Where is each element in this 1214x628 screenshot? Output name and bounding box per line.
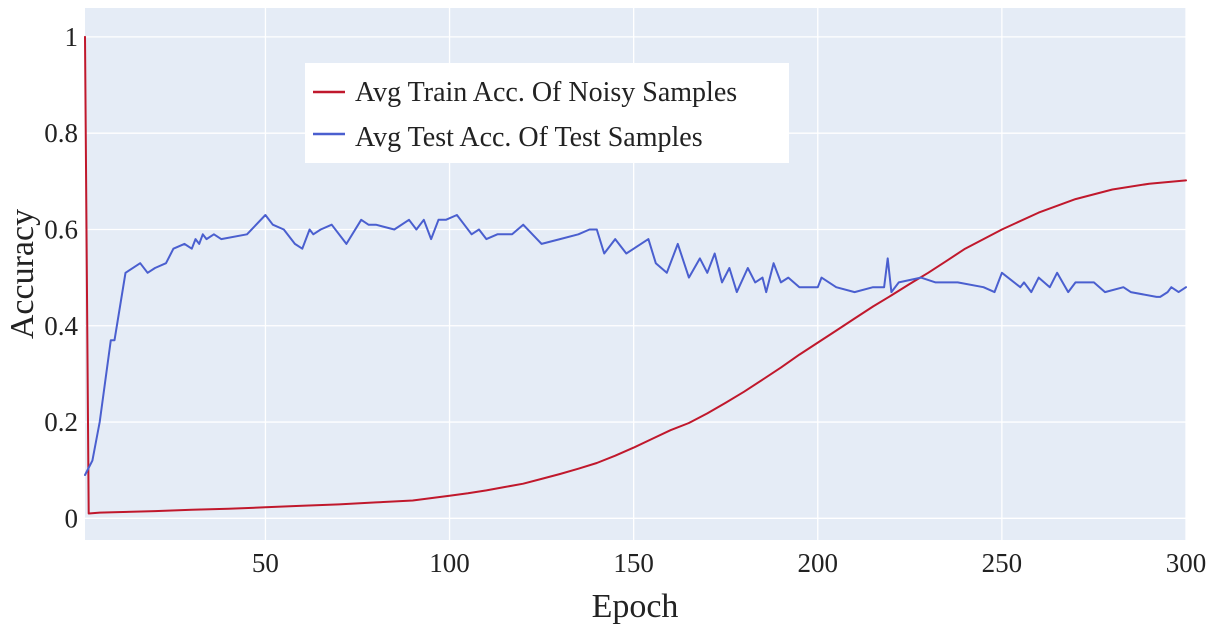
x-axis-title: Epoch <box>592 588 679 625</box>
x-tick-label: 100 <box>429 548 470 578</box>
y-tick-label: 0.4 <box>44 311 78 341</box>
test-accuracy-line <box>84 214 1187 476</box>
y-tick-label: 0.6 <box>44 214 78 244</box>
x-tick-label: 150 <box>613 548 654 578</box>
y-tick-label: 0.8 <box>44 118 78 148</box>
tick-labels: 50 100 150 200 250 300 0 0.2 0.4 0.6 0.8 1 <box>44 22 1206 578</box>
train-accuracy-line <box>84 35 1187 515</box>
y-tick-label: 0 <box>65 503 79 533</box>
legend-label-test: Avg Test Acc. Of Test Samples <box>355 122 703 153</box>
y-tick-label: 0.2 <box>44 407 78 437</box>
x-tick-label: 200 <box>798 548 839 578</box>
x-tick-label: 300 <box>1166 548 1207 578</box>
y-tick-label: 1 <box>65 22 79 52</box>
y-axis-title: Accuracy <box>4 209 41 339</box>
series-layer <box>84 35 1187 515</box>
x-tick-label: 250 <box>982 548 1023 578</box>
x-tick-label: 50 <box>252 548 279 578</box>
legend: Avg Train Acc. Of Noisy Samples Avg Test… <box>305 63 789 163</box>
legend-label-train: Avg Train Acc. Of Noisy Samples <box>355 77 737 108</box>
legend-background <box>305 63 789 163</box>
